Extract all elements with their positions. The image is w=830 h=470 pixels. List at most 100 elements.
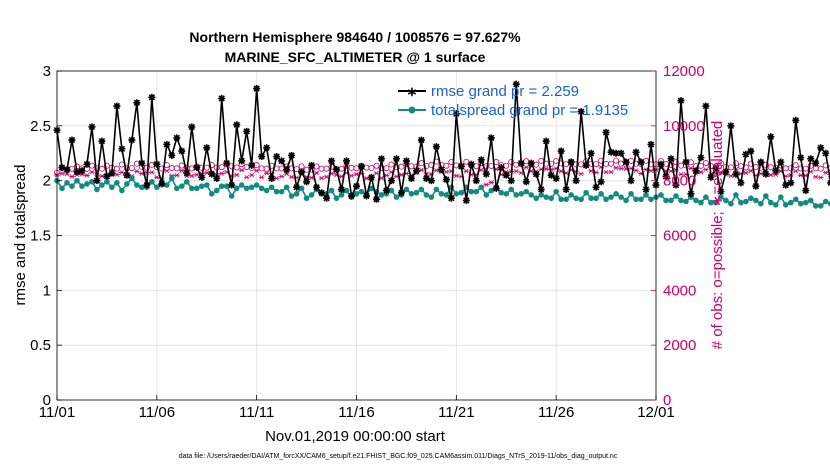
totalspread-point: [733, 192, 739, 198]
rmse-point: [817, 144, 825, 152]
obs-evaluated-point: [768, 172, 774, 178]
obs-possible-point: [727, 164, 734, 171]
obs-possible-point: [323, 165, 330, 172]
rmse-point: [627, 177, 635, 185]
totalspread-point: [748, 195, 754, 202]
rmse-point: [238, 157, 246, 165]
obs-evaluated-point: [373, 170, 380, 176]
obs-evaluated-point: [69, 174, 75, 179]
rmse-point: [213, 174, 221, 182]
rmse-point: [158, 180, 166, 188]
totalspread-point: [603, 196, 609, 203]
rmse-point: [607, 148, 615, 156]
rmse-point: [447, 194, 455, 202]
rmse-point: [682, 158, 690, 166]
obs-evaluated-point: [822, 170, 829, 175]
legend-spread-label: totalspread grand pr = 1.9135: [431, 102, 628, 119]
totalspread-point: [643, 192, 649, 198]
totalspread-point: [478, 184, 485, 191]
totalspread-point: [543, 194, 549, 200]
rmse-point: [747, 147, 755, 155]
rmse-point: [298, 168, 306, 176]
totalspread-point: [198, 183, 205, 189]
totalspread-point: [518, 191, 525, 197]
x-tick-label: 11/26: [538, 404, 574, 421]
rmse-point: [258, 153, 266, 161]
rmse-point: [477, 156, 485, 164]
totalspread-point: [134, 182, 140, 188]
totalspread-point: [658, 192, 664, 198]
rmse-point: [248, 161, 256, 169]
totalspread-point: [473, 188, 480, 195]
obs-possible-point: [702, 159, 709, 166]
totalspread-point: [114, 180, 120, 186]
totalspread-point: [483, 192, 490, 198]
rmse-point: [58, 164, 66, 172]
rmse-point: [268, 174, 276, 182]
rmse-point: [93, 177, 101, 185]
rmse-point: [328, 157, 336, 165]
obs-evaluated-point: [283, 171, 290, 177]
totalspread-point: [203, 182, 210, 188]
obs-evaluated-point: [483, 182, 490, 187]
totalspread-point: [598, 191, 604, 197]
rmse-point: [792, 116, 800, 124]
y-tick-label: 3: [43, 63, 51, 80]
totalspread-point: [468, 188, 475, 195]
rmse-point: [198, 173, 206, 181]
obs-possible-point: [398, 163, 405, 170]
totalspread-point: [164, 182, 170, 188]
legend: ∗ rmse grand pr = 2.259 totalspread gran…: [398, 83, 628, 119]
rmse-point: [103, 172, 111, 180]
legend-rmse-marker: ∗: [407, 84, 418, 99]
obs-possible-point: [787, 165, 794, 172]
rmse-point: [88, 123, 96, 131]
rmse-point: [68, 136, 76, 144]
rmse-point: [602, 128, 610, 136]
x-axis-label: Nov.01,2019 00:00:00 start: [265, 428, 446, 445]
obs-possible-point: [313, 163, 320, 170]
rmse-point: [787, 179, 795, 187]
totalspread-point: [498, 189, 505, 196]
totalspread-point: [378, 192, 385, 198]
totalspread-point: [413, 189, 420, 196]
rmse-point: [502, 171, 510, 179]
totalspread-point: [738, 199, 744, 206]
obs-evaluated-point: [154, 175, 160, 180]
rmse-point: [617, 149, 625, 157]
totalspread-point: [218, 183, 225, 189]
rmse-point: [757, 158, 765, 166]
rmse-point: [692, 167, 700, 175]
totalspread-point: [358, 188, 365, 195]
totalspread-point: [708, 199, 714, 206]
totalspread-point: [648, 196, 654, 203]
rmse-point: [742, 150, 750, 158]
rmse-point: [397, 189, 405, 197]
totalspread-point: [213, 187, 220, 194]
series-layer: [53, 80, 830, 209]
y-tick-label: 1: [43, 282, 51, 299]
totalspread-point: [698, 199, 704, 206]
y2-tick-label: 6000: [663, 228, 696, 245]
y2-tick-label: 0: [663, 392, 671, 409]
totalspread-point: [713, 199, 719, 206]
obs-possible-point: [593, 161, 600, 168]
obs-possible-point: [538, 157, 545, 164]
obs-evaluated-point: [174, 173, 180, 178]
totalspread-point: [223, 183, 230, 189]
totalspread-point: [753, 197, 759, 204]
obs-evaluated-point: [543, 166, 549, 172]
obs-evaluated-point: [149, 169, 155, 175]
rmse-point: [517, 159, 525, 167]
totalspread-point: [303, 195, 310, 202]
totalspread-point: [802, 199, 809, 206]
rmse-point: [382, 187, 390, 195]
obs-evaluated-point: [743, 170, 749, 176]
obs-evaluated-point: [193, 172, 200, 177]
rmse-point: [283, 166, 291, 174]
obs-possible-point: [98, 165, 105, 172]
obs-possible-point: [143, 164, 150, 171]
obs-evaluated-point: [513, 168, 520, 174]
totalspread-point: [258, 185, 265, 192]
obs-evaluated-point: [59, 171, 65, 176]
